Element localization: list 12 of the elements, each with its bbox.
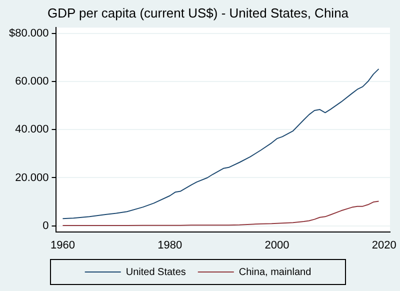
x-tick-label: 1980 <box>158 239 182 252</box>
legend-label: China, mainland <box>238 266 312 278</box>
chart-title: GDP per capita (current US$) - United States, China <box>47 5 350 20</box>
y-tick-label: 0 <box>42 220 49 232</box>
y-tick-label: 60.000 <box>15 76 49 88</box>
x-tick-label: 1960 <box>50 239 75 252</box>
x-tick-label: 2000 <box>264 239 290 252</box>
y-tick-label: 40.000 <box>15 124 49 136</box>
legend-label: United States <box>126 266 186 278</box>
y-tick-label: $80.000 <box>8 28 49 40</box>
x-tick-label: 2020 <box>372 239 396 252</box>
y-tick-label: 20.000 <box>15 172 49 184</box>
